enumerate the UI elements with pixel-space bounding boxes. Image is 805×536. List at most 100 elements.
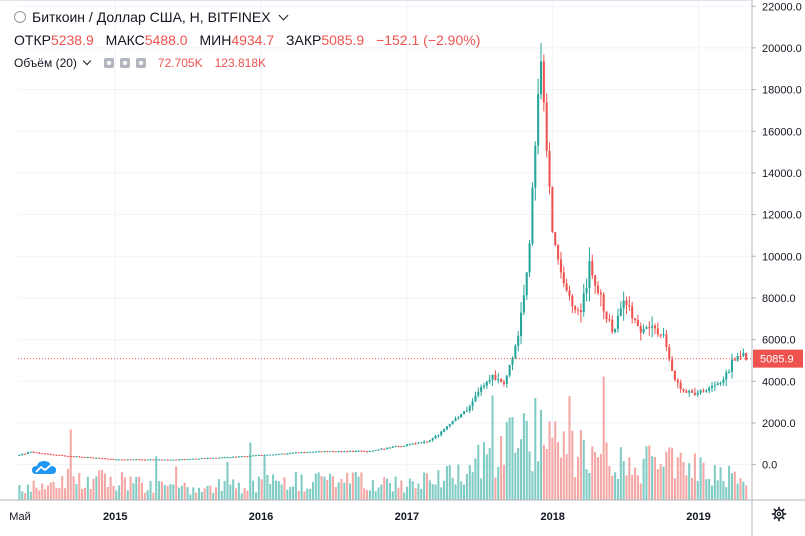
candle-body bbox=[722, 379, 725, 383]
grid bbox=[18, 0, 752, 500]
volume-bar bbox=[431, 484, 434, 500]
volume-bar bbox=[505, 421, 508, 500]
candle-body bbox=[135, 459, 138, 461]
volume-bar bbox=[197, 487, 201, 500]
volume-bar bbox=[103, 473, 106, 500]
candle-body bbox=[517, 335, 520, 346]
candle-body bbox=[383, 448, 386, 450]
candle-body bbox=[443, 429, 446, 432]
candle-body bbox=[374, 450, 377, 452]
candle-body bbox=[297, 452, 300, 454]
volume-bar bbox=[622, 461, 625, 500]
volume-bar bbox=[78, 473, 81, 500]
candle-body bbox=[636, 319, 639, 327]
candle-body bbox=[243, 456, 246, 458]
volume-bar bbox=[423, 472, 426, 500]
candle-body bbox=[371, 450, 374, 452]
chevron-down-icon[interactable] bbox=[82, 56, 92, 66]
symbol-title[interactable]: Биткоин / Доллар США, Н, BITFINEX bbox=[32, 9, 271, 25]
volume-bar bbox=[693, 453, 696, 500]
candle-body bbox=[266, 454, 269, 456]
volume-bar bbox=[614, 472, 617, 500]
candle-body bbox=[568, 290, 571, 296]
candle-body bbox=[616, 316, 619, 329]
candle-body bbox=[143, 459, 146, 461]
volume-bar bbox=[118, 485, 121, 500]
candle-body bbox=[106, 458, 109, 460]
volume-bar bbox=[582, 439, 585, 500]
volume-bar bbox=[565, 454, 568, 500]
y-tick-label: 10000.0 bbox=[762, 251, 802, 263]
volume-bar bbox=[662, 466, 665, 500]
volume-bar bbox=[668, 447, 671, 500]
volume-bar bbox=[368, 490, 372, 500]
candle-body bbox=[710, 386, 714, 388]
volume-bar bbox=[468, 464, 471, 500]
volume-bar bbox=[223, 480, 226, 500]
volume-bar bbox=[254, 492, 258, 500]
volume-bar bbox=[21, 491, 24, 500]
volume-bar bbox=[648, 445, 651, 500]
volume-bar bbox=[326, 479, 329, 500]
candle-body bbox=[309, 451, 312, 453]
volume-bar bbox=[577, 456, 580, 500]
volume-bar bbox=[126, 490, 129, 500]
volume-bar bbox=[189, 494, 192, 500]
ohlc-row: ОТКР5238.9 МАКС5488.0 МИН4934.7 ЗАКР5085… bbox=[14, 32, 480, 48]
candle-body bbox=[192, 458, 195, 460]
volume-bar bbox=[180, 485, 183, 500]
settings-icon[interactable] bbox=[119, 58, 130, 68]
volume-bar bbox=[226, 461, 229, 500]
candle-body bbox=[346, 451, 349, 453]
volume-bar bbox=[477, 444, 480, 500]
volume-bar bbox=[320, 475, 323, 500]
candle-body bbox=[551, 186, 554, 233]
candle-body bbox=[351, 450, 354, 452]
volume-bar bbox=[722, 480, 725, 500]
candle-body bbox=[716, 383, 719, 386]
circle-icon[interactable] bbox=[14, 11, 26, 23]
volume-bar bbox=[177, 487, 181, 500]
candle-body bbox=[229, 457, 232, 459]
volume-bar bbox=[363, 488, 366, 500]
volume-bar bbox=[272, 474, 275, 500]
candle-body bbox=[323, 451, 326, 453]
chevron-down-icon[interactable] bbox=[278, 10, 289, 20]
eye-icon[interactable] bbox=[103, 58, 114, 68]
volume-bar bbox=[132, 483, 135, 500]
candle-body bbox=[18, 455, 21, 457]
candle-body bbox=[699, 390, 702, 393]
volume-bar bbox=[123, 477, 126, 500]
volume-bar bbox=[619, 447, 622, 500]
close-icon[interactable] bbox=[135, 58, 146, 68]
open-label: ОТКР bbox=[14, 32, 51, 48]
volume-bar bbox=[246, 490, 249, 500]
candle-body bbox=[215, 457, 218, 459]
last-price-tag bbox=[753, 349, 803, 368]
volume-bar bbox=[676, 457, 679, 500]
volume-bar bbox=[314, 473, 317, 500]
volume-bar bbox=[374, 491, 377, 500]
volume-label[interactable]: Объём (20) bbox=[14, 56, 77, 70]
volume-bar bbox=[274, 480, 277, 500]
volume-bar bbox=[673, 478, 676, 500]
volume-bar bbox=[474, 458, 477, 500]
volume-bar bbox=[143, 492, 146, 500]
volume-bar bbox=[497, 466, 500, 500]
candle-body bbox=[200, 458, 203, 460]
volume-bar bbox=[32, 480, 35, 500]
volume-bar bbox=[659, 463, 662, 500]
volume-bar bbox=[548, 421, 551, 500]
candle-body bbox=[639, 326, 642, 333]
gear-icon[interactable] bbox=[771, 506, 787, 522]
volume-bar bbox=[212, 492, 215, 500]
candle-body bbox=[468, 406, 471, 411]
x-tick-label: 2017 bbox=[395, 511, 419, 523]
volume-bar bbox=[534, 397, 537, 500]
volume-bar bbox=[263, 455, 266, 500]
volume-bar bbox=[403, 492, 406, 500]
candle-body bbox=[414, 443, 417, 445]
candle-body bbox=[138, 459, 141, 461]
candle-body bbox=[599, 292, 602, 295]
